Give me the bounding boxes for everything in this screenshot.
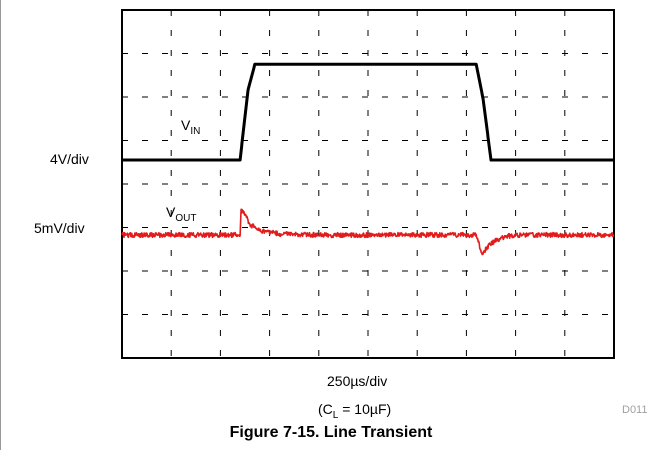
- line-transient-chart: [0, 0, 662, 420]
- vin-label-sub: IN: [190, 126, 200, 137]
- x-axis-label: 250µs/div: [327, 373, 387, 389]
- vin-label-main: V: [181, 117, 190, 133]
- condition-prefix: (C: [318, 401, 333, 417]
- vout-label-sub: OUT: [175, 213, 196, 224]
- figure-caption: Figure 7-15. Line Transient: [0, 424, 662, 442]
- vout-scale-label: 5mV/div: [34, 220, 85, 236]
- vout-trace-label: VOUT: [166, 204, 196, 224]
- chart-grid: [122, 10, 614, 358]
- vout-label-main: V: [166, 204, 175, 220]
- condition-suffix: = 10µF): [338, 401, 391, 417]
- figure-id: D011: [622, 404, 647, 416]
- vin-scale-label: 4V/div: [50, 151, 89, 167]
- vin-trace-label: VIN: [181, 117, 200, 137]
- test-condition: (CL = 10µF): [318, 401, 391, 421]
